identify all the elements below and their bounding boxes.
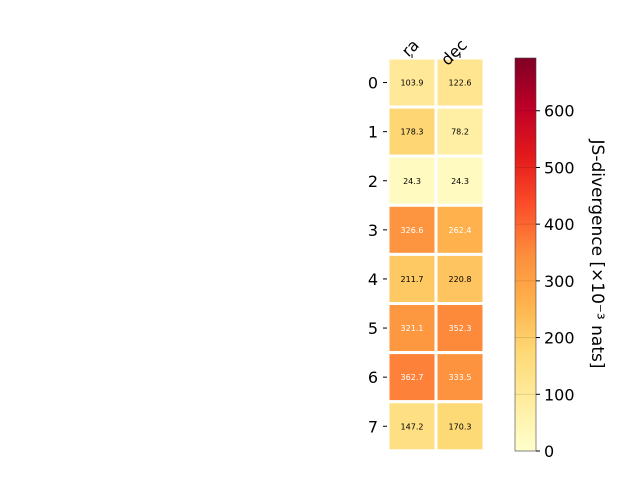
heatmap-cell [434, 252, 486, 305]
colorbar-tick-label: 200 [544, 329, 575, 348]
cell-value-label: 170.3 [449, 422, 472, 431]
cell-value-label: 362.7 [401, 373, 424, 382]
row-tick-label: 2 [368, 172, 378, 191]
colorbar-axis: 0 100 200 300 400 500 600 [515, 102, 575, 461]
cell-value-label: 321.1 [401, 324, 424, 333]
cell-value-label: 333.5 [449, 373, 472, 382]
row-tick-label: 0 [368, 74, 378, 93]
colorbar-tick-label: 400 [544, 215, 575, 234]
row-tick-label: 7 [368, 417, 378, 436]
cell-value-label: 352.3 [449, 324, 472, 333]
heatmap-cell [434, 105, 486, 158]
heatmap-cell [434, 203, 486, 256]
colorbar-tick-label: 100 [544, 385, 575, 404]
cell-value-label: 178.3 [401, 128, 424, 137]
row-tick-label: 4 [368, 270, 378, 289]
cell-value-label: 211.7 [401, 275, 424, 284]
row-tick-label: 1 [368, 123, 378, 142]
cell-value-label: 147.2 [401, 422, 424, 431]
heatmap-cell [434, 400, 486, 453]
colorbar-tick-label: 0 [544, 442, 554, 461]
colorbar-tick-label: 300 [544, 272, 575, 291]
colorbar-label: JS-divergence [×10⁻³ nats] [587, 139, 607, 369]
cell-value-label: 103.9 [401, 79, 424, 88]
heatmap-cells: 103.9 122.6 178.3 78.2 24.3 24.3 326.6 262.4 211… [386, 56, 486, 453]
cell-value-label: 262.4 [449, 226, 472, 235]
cell-value-label: 24.3 [403, 177, 421, 186]
cell-value-label: 220.8 [449, 275, 472, 284]
cell-value-label: 122.6 [449, 79, 472, 88]
row-tick-label: 6 [368, 368, 378, 387]
cell-value-label: 78.2 [451, 128, 469, 137]
row-tick-label: 3 [368, 221, 378, 240]
row-axis: 0 1 2 3 4 5 6 7 [368, 74, 387, 436]
colorbar [514, 57, 537, 452]
cell-value-label: 326.6 [401, 226, 424, 235]
colorbar-tick-label: 600 [544, 102, 575, 121]
row-tick-label: 5 [368, 319, 378, 338]
heatmap-cell [434, 154, 486, 207]
colorbar-tick-label: 500 [544, 158, 575, 177]
cell-value-label: 24.3 [451, 177, 469, 186]
